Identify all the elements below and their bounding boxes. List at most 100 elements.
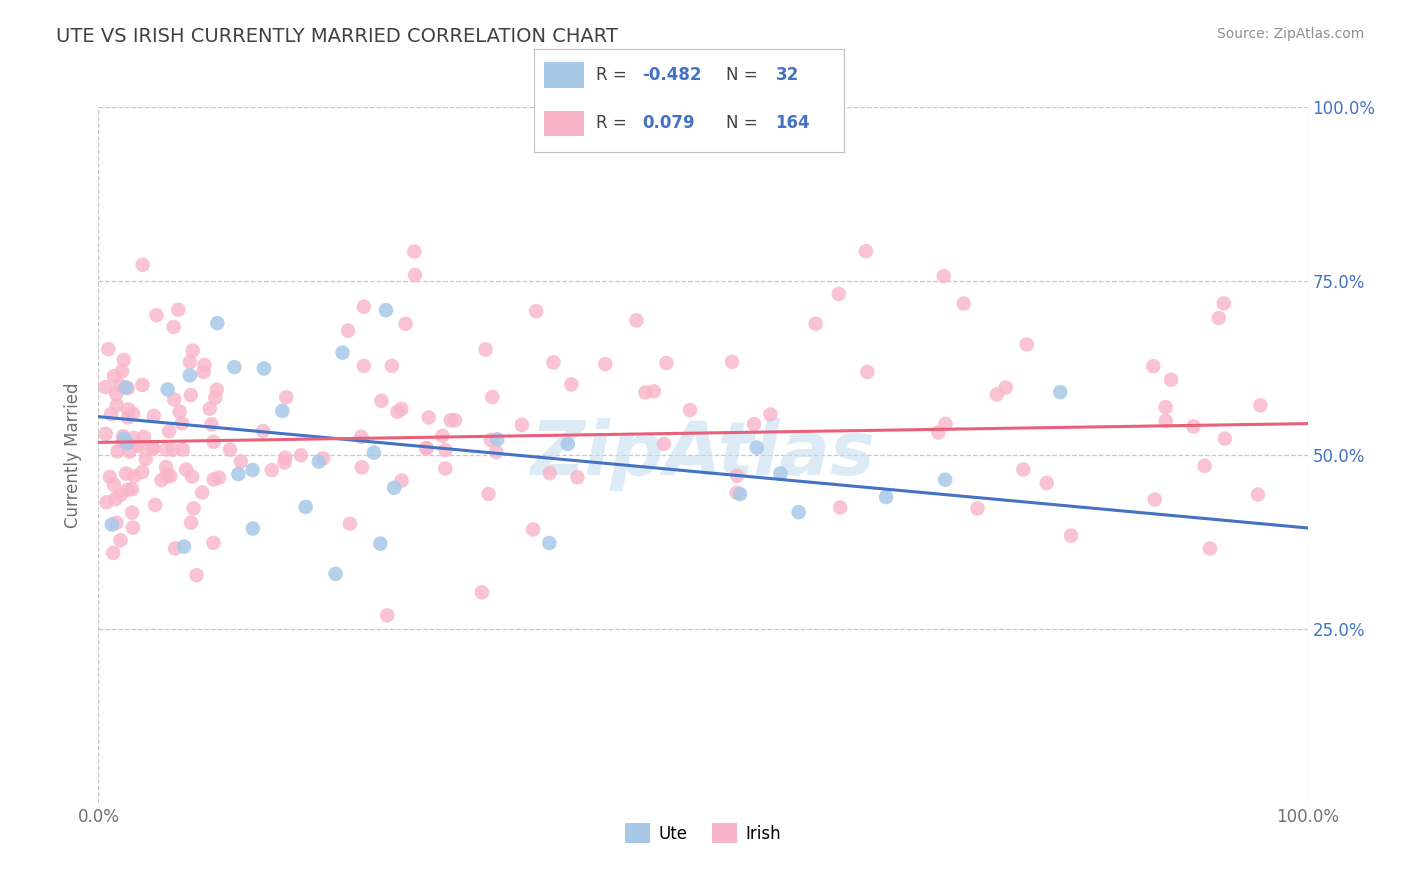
Point (98, 470, 121, 484)
Point (952, 296, 974, 310)
Point (117, 381, 139, 395)
Point (350, 430, 373, 444)
Point (828, 287, 851, 301)
Point (155, 459, 177, 474)
Point (180, 388, 202, 402)
Point (143, 498, 166, 512)
Point (875, 490, 897, 504)
Point (1194, 458, 1216, 473)
Point (103, 546, 125, 560)
Point (105, 386, 128, 401)
Point (112, 429, 135, 443)
Point (986, 387, 1008, 401)
Y-axis label: Currently Married: Currently Married (65, 382, 83, 528)
Point (142, 442, 165, 456)
Legend: Ute, Irish: Ute, Irish (619, 816, 787, 850)
Point (787, 505, 810, 519)
Point (560, 377, 582, 392)
Point (434, 443, 457, 458)
Point (204, 391, 226, 405)
Point (219, 442, 242, 457)
Point (1182, 419, 1205, 434)
Text: Source: ZipAtlas.com: Source: ZipAtlas.com (1216, 27, 1364, 41)
Point (118, 444, 141, 458)
Point (150, 473, 173, 487)
Point (769, 467, 792, 481)
Point (181, 343, 204, 358)
Point (200, 417, 222, 432)
Point (927, 425, 949, 440)
Point (104, 492, 127, 507)
Point (432, 429, 454, 443)
Point (1143, 492, 1166, 507)
Point (112, 432, 135, 446)
Point (479, 433, 502, 447)
Point (107, 444, 129, 458)
Point (242, 522, 264, 536)
Point (132, 430, 155, 444)
Point (157, 425, 180, 439)
Point (202, 434, 225, 449)
Point (193, 365, 215, 379)
Point (183, 501, 205, 516)
Point (370, 393, 392, 408)
Point (170, 416, 193, 430)
Point (294, 500, 316, 514)
Point (404, 244, 426, 259)
Point (229, 454, 252, 468)
Point (131, 258, 153, 272)
Text: 32: 32 (776, 66, 799, 84)
Point (276, 390, 298, 404)
Point (350, 460, 373, 475)
Point (387, 405, 409, 419)
Point (312, 451, 335, 466)
Point (994, 380, 1017, 394)
Point (643, 384, 665, 399)
Point (273, 456, 295, 470)
Point (391, 474, 413, 488)
Point (725, 468, 748, 483)
Point (117, 402, 139, 417)
FancyBboxPatch shape (544, 62, 583, 88)
Point (444, 413, 467, 427)
Point (274, 450, 297, 465)
Point (159, 469, 181, 483)
Point (127, 437, 149, 451)
Text: UTE VS IRISH CURRENTLY MARRIED CORRELATION CHART: UTE VS IRISH CURRENTLY MARRIED CORRELATI… (56, 27, 619, 45)
Point (382, 481, 405, 495)
Point (543, 355, 565, 369)
Point (440, 413, 463, 427)
Point (163, 392, 186, 407)
Point (486, 433, 509, 447)
Point (1213, 432, 1236, 446)
Point (207, 316, 229, 330)
Point (108, 378, 131, 392)
Point (855, 244, 877, 259)
Point (728, 487, 751, 501)
Point (180, 516, 202, 530)
Point (1015, 337, 1038, 351)
Text: 0.079: 0.079 (643, 114, 695, 132)
Point (725, 485, 748, 500)
Point (353, 300, 375, 314)
Point (375, 608, 398, 623)
Point (595, 357, 617, 371)
Point (202, 536, 225, 550)
Point (353, 359, 375, 373)
Point (193, 358, 215, 372)
Point (337, 324, 360, 338)
Point (1012, 462, 1035, 476)
Point (374, 303, 396, 318)
Point (290, 448, 312, 462)
Point (94, 380, 117, 394)
Point (124, 469, 146, 483)
Point (224, 360, 246, 375)
Point (721, 355, 744, 369)
Point (510, 417, 533, 432)
Point (524, 304, 547, 318)
Text: N =: N = (725, 66, 758, 84)
Point (332, 345, 354, 359)
Text: ZipAtlas: ZipAtlas (530, 418, 876, 491)
Point (122, 431, 145, 445)
Point (205, 383, 228, 397)
